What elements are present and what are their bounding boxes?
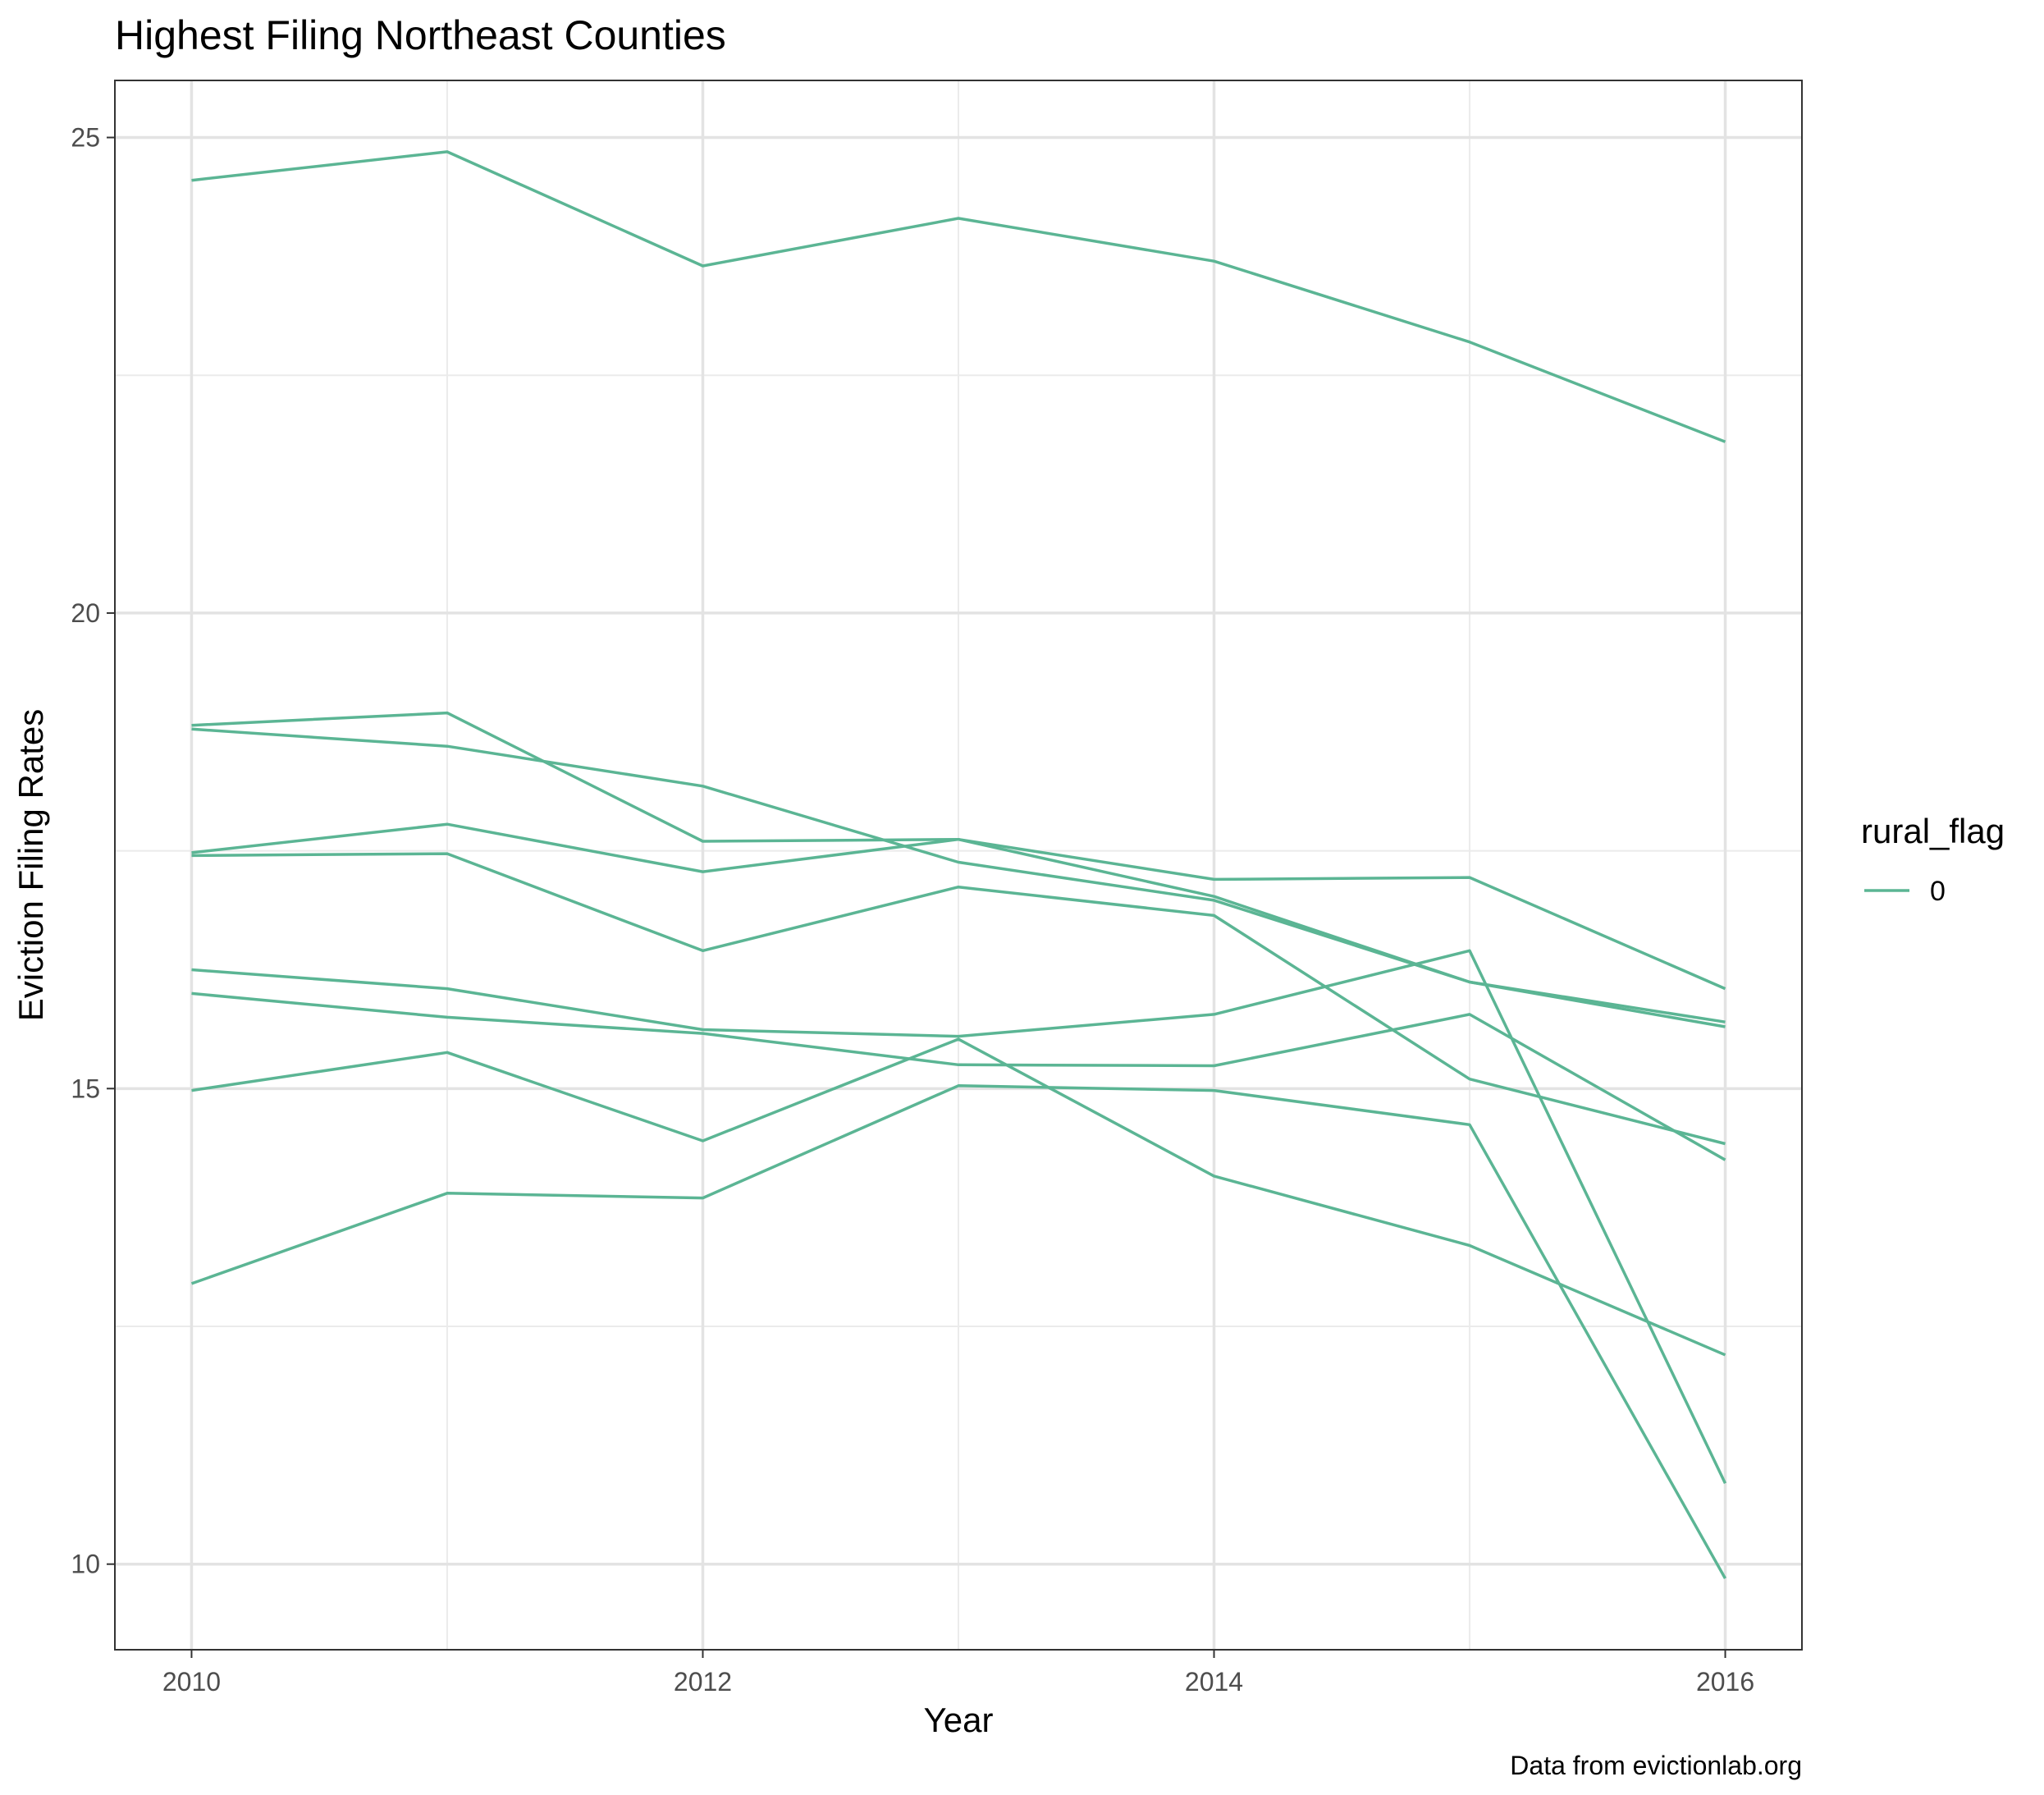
- x-tick-label: 2014: [1185, 1667, 1243, 1697]
- x-tick-label: 2012: [674, 1667, 732, 1697]
- series-line-8: [191, 1037, 1726, 1357]
- x-axis: 2010 2012 2014 2016: [162, 1650, 1754, 1697]
- legend-title: rural_flag: [1861, 812, 2005, 850]
- major-gridlines: [115, 80, 1802, 1650]
- panel-border: [114, 80, 1803, 1651]
- series-line-6: [191, 949, 1727, 1484]
- chart-title: Highest Filing Northeast Counties: [115, 12, 726, 58]
- y-axis-title: Eviction Filing Rates: [11, 709, 50, 1021]
- series-line-1: [191, 150, 1726, 443]
- x-tick-label: 2016: [1696, 1667, 1754, 1697]
- data-source-caption: Data from evictionlab.org: [1510, 1751, 1802, 1780]
- x-tick-label: 2010: [162, 1667, 221, 1697]
- series-lines: [190, 150, 1727, 1579]
- y-tick-label: 20: [71, 598, 100, 628]
- series-line-5: [191, 852, 1726, 1146]
- minor-gridlines: [115, 80, 1802, 1650]
- x-axis-title: Year: [924, 1701, 994, 1739]
- legend-label: 0: [1930, 876, 1946, 907]
- legend: rural_flag 0: [1861, 812, 2005, 907]
- series-line-4: [191, 822, 1726, 1023]
- series-line-9: [190, 1084, 1727, 1579]
- y-tick-label: 15: [71, 1074, 100, 1103]
- y-axis: 10 15 20 25: [71, 123, 115, 1579]
- series-line-7: [191, 991, 1726, 1161]
- y-tick-label: 25: [71, 123, 100, 153]
- y-tick-label: 10: [71, 1550, 100, 1579]
